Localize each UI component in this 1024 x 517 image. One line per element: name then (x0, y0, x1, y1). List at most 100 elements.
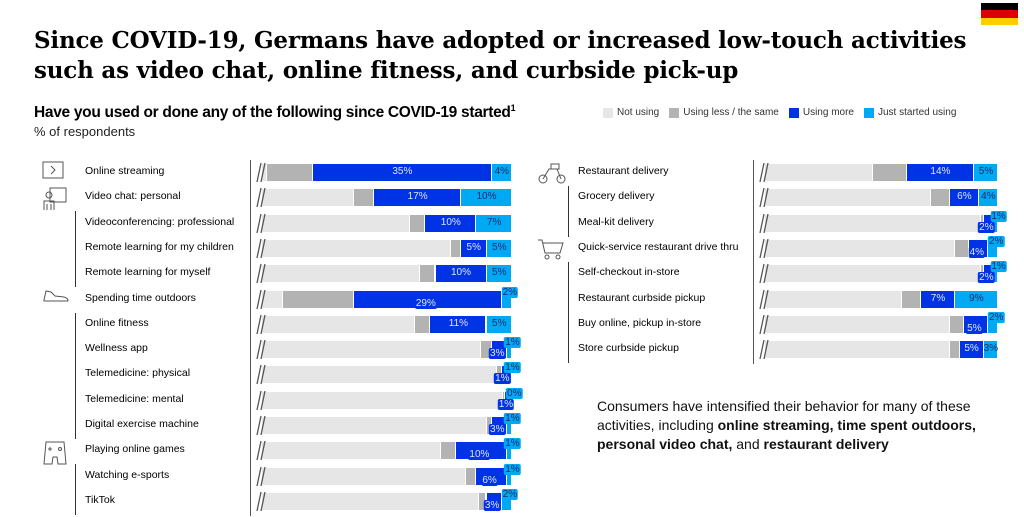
axis-break-icon (252, 466, 266, 487)
more-value-label: 14% (930, 166, 951, 177)
bar-row: 10% 7% (256, 213, 512, 233)
less-segment (415, 315, 431, 333)
page-title: Since COVID-19, Germans have adopted or … (34, 27, 967, 84)
category-label: Self-checkout in-store (578, 266, 680, 279)
more-value-label: 2% (978, 272, 995, 284)
more-value-label: 5% (964, 343, 979, 355)
bar-row: 6% 4% (759, 188, 998, 208)
just-started-segment (506, 417, 512, 434)
less-segment (282, 290, 354, 308)
more-value-label: 3% (489, 348, 506, 360)
more-value-label: 17% (407, 191, 428, 203)
bar-row: 5% 3% (759, 339, 998, 360)
bar-row: 4% 2% (759, 235, 1005, 259)
more-value-label: 10% (468, 449, 491, 461)
just-started-value-label: 5% (492, 317, 507, 329)
less-segment (267, 164, 314, 181)
axis-line (250, 160, 251, 517)
just-started-segment (954, 290, 998, 308)
less-segment (873, 164, 907, 181)
not-using-segment (765, 214, 982, 232)
axis-line (753, 160, 754, 365)
just-started-value-label: 5% (492, 267, 507, 279)
axis-break-icon (755, 213, 769, 234)
axis-break-icon (755, 238, 769, 259)
less-segment (466, 467, 477, 485)
just-started-segment (988, 239, 998, 257)
just-started-value-label: 1% (504, 337, 521, 349)
less-segment (902, 290, 922, 308)
not-using-segment (765, 239, 955, 257)
less-segment (954, 239, 970, 257)
category-label: Watching e-sports (85, 468, 170, 481)
just-started-value-label: 2% (501, 488, 519, 500)
not-using-segment (262, 290, 283, 308)
just-started-value-label: 1% (504, 438, 521, 450)
axis-break-icon (252, 339, 266, 360)
just-started-value-label: 1% (990, 210, 1007, 222)
bar-row: 29% 2% (256, 286, 519, 309)
bar-row: 11% 5% (256, 314, 512, 334)
just-started-value-label: 5% (492, 241, 507, 253)
not-using-segment (262, 417, 487, 434)
group-bracket (568, 186, 569, 237)
just-started-value-label: 2% (501, 286, 519, 298)
category-label: Remote learning for my children (85, 240, 234, 253)
more-value-label: 1% (497, 398, 515, 410)
category-label: Buy online, pickup in-store (578, 316, 702, 329)
unit-label: % of respondents (34, 124, 136, 139)
category-label: Online streaming (85, 165, 165, 177)
axis-break-icon (252, 314, 266, 335)
axis-break-icon (252, 491, 266, 512)
group-bracket (75, 312, 76, 439)
less-segment (420, 265, 436, 283)
bar-row: 35% 4% (256, 162, 512, 183)
more-value-label: 29% (414, 297, 437, 309)
chart-question: Have you used or done any of the followi… (34, 103, 516, 122)
not-using-segment (262, 164, 268, 181)
more-value-label: 3% (483, 499, 501, 511)
just-started-value-label: 1% (504, 362, 521, 374)
just-started-value-label: 4% (494, 166, 510, 177)
legend-swatch (603, 107, 613, 118)
note-mid: and (732, 436, 764, 452)
just-started-segment (501, 290, 512, 308)
just-started-segment (978, 189, 998, 207)
category-label: Wellness app (85, 342, 148, 355)
bar-row: 3% 1% (256, 337, 521, 360)
not-using-segment (262, 265, 421, 283)
just-started-value-label: 9% (969, 292, 984, 304)
bar-row: 3% 2% (256, 488, 519, 512)
axis-break-icon (252, 238, 266, 259)
group-bracket (75, 464, 76, 515)
footnote-marker: 1 (510, 103, 516, 113)
more-value-label: 5% (466, 241, 481, 253)
less-segment (450, 239, 461, 257)
more-segment (425, 214, 477, 232)
more-segment (921, 290, 955, 308)
axis-break-icon (252, 364, 266, 385)
legend-label: Not using (617, 107, 660, 118)
more-value-label: 11% (448, 317, 469, 329)
category-label: Remote learning for myself (85, 266, 211, 279)
just-started-value-label: 5% (978, 166, 994, 177)
just-started-segment (476, 214, 512, 232)
just-started-segment (993, 214, 998, 232)
axis-break-icon (252, 187, 266, 208)
more-value-label: 10% (440, 216, 461, 228)
bar-row: 5% 5% (256, 238, 512, 259)
just-started-value-label: 2% (987, 311, 1005, 323)
less-segment (353, 189, 375, 207)
note-bold-2: restaurant delivery (763, 436, 889, 452)
category-label: Digital exercise machine (85, 418, 199, 430)
not-using-segment (765, 290, 902, 308)
just-started-value-label: 7% (486, 216, 502, 228)
legend-item-not-using: Not using (603, 107, 659, 118)
just-started-value-label: 2% (987, 235, 1005, 247)
more-value-label: 6% (957, 191, 972, 203)
not-using-segment (765, 341, 950, 359)
just-started-segment (486, 265, 512, 283)
not-using-segment (262, 189, 354, 207)
not-using-segment (262, 341, 482, 359)
delivery-scooter-icon (537, 161, 567, 190)
